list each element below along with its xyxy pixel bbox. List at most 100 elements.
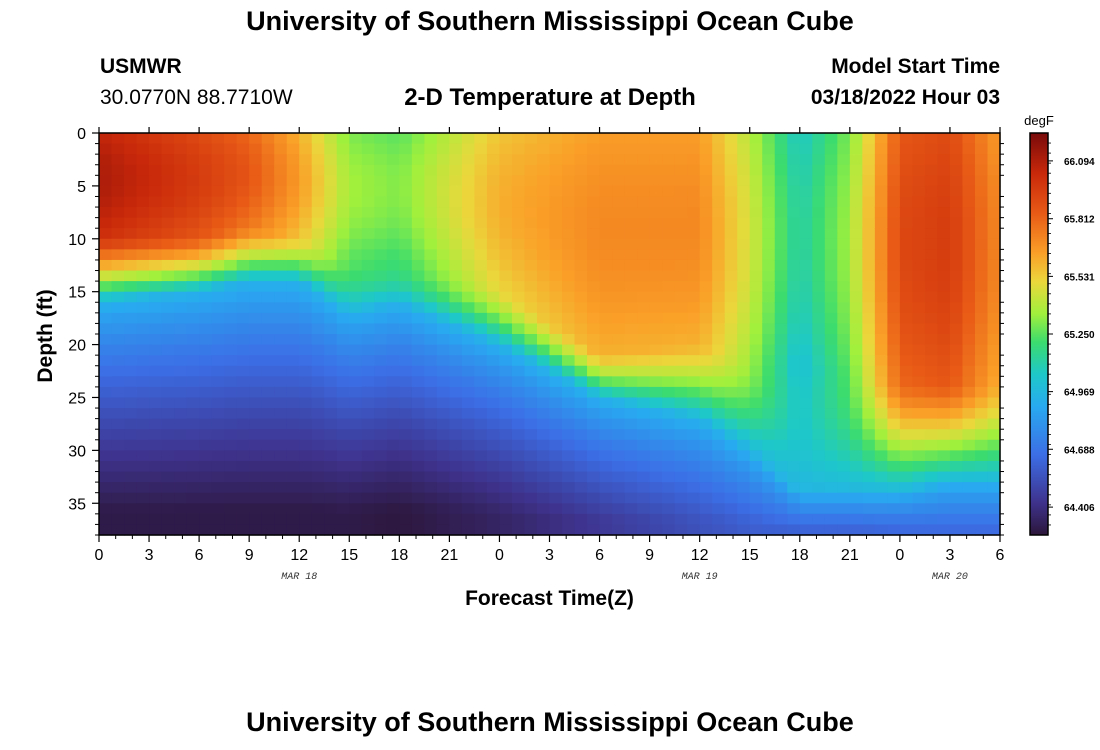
heatmap-cell xyxy=(99,217,113,229)
heatmap-cell xyxy=(737,154,751,166)
heatmap-cell xyxy=(211,450,225,462)
heatmap-cell xyxy=(749,207,763,219)
heatmap-cell xyxy=(524,503,538,515)
heatmap-cell xyxy=(436,397,450,409)
heatmap-cell xyxy=(612,185,626,198)
heatmap-cell xyxy=(674,249,688,261)
heatmap-cell xyxy=(862,365,876,377)
heatmap-cell xyxy=(874,291,888,303)
heatmap-cell xyxy=(724,249,738,261)
heatmap-cell xyxy=(499,259,513,272)
heatmap-cell xyxy=(511,249,526,261)
heatmap-cell xyxy=(837,450,851,462)
heatmap-cell xyxy=(261,386,275,399)
heatmap-cell xyxy=(974,355,989,367)
heatmap-cell xyxy=(599,164,613,176)
heatmap-cell xyxy=(336,217,350,229)
heatmap-cell xyxy=(324,154,338,166)
heatmap-cell xyxy=(186,334,200,346)
heatmap-cell xyxy=(787,408,801,420)
heatmap-cell xyxy=(511,143,526,155)
heatmap-cell xyxy=(411,460,425,473)
heatmap-cell xyxy=(987,334,1001,346)
heatmap-cell xyxy=(949,259,964,272)
heatmap-cell xyxy=(449,185,463,198)
heatmap-cell xyxy=(349,175,363,187)
heatmap-cell xyxy=(274,503,288,515)
heatmap-cell xyxy=(949,513,964,526)
heatmap-cell xyxy=(874,450,888,462)
heatmap-cell xyxy=(261,482,275,494)
heatmap-cell xyxy=(549,471,563,483)
heatmap-cell xyxy=(774,334,788,346)
heatmap-cell xyxy=(324,460,338,473)
heatmap-cell xyxy=(474,238,488,250)
heatmap-cell xyxy=(699,408,713,420)
heatmap-cell xyxy=(486,408,501,420)
heatmap-cell xyxy=(912,365,926,377)
heatmap-cell xyxy=(987,207,1001,219)
heatmap-cell xyxy=(236,482,250,494)
heatmap-cell xyxy=(649,482,663,494)
heatmap-cell xyxy=(774,217,788,229)
heatmap-cell xyxy=(236,291,250,303)
heatmap-cell xyxy=(837,270,851,282)
heatmap-cell xyxy=(949,460,964,473)
heatmap-cell xyxy=(687,312,701,325)
heatmap-cell xyxy=(486,249,501,261)
heatmap-cell xyxy=(974,376,989,388)
heatmap-cell xyxy=(311,175,325,187)
heatmap-cell xyxy=(311,482,325,494)
heatmap-cell xyxy=(699,344,713,356)
colorbar: degF 64.40664.68864.96965.25065.53165.81… xyxy=(1024,113,1095,536)
heatmap-cell xyxy=(562,259,576,272)
heatmap-cell xyxy=(562,365,576,377)
heatmap-cell xyxy=(687,460,701,473)
heatmap-cell xyxy=(324,482,338,494)
heatmap-cell xyxy=(486,164,501,176)
heatmap-cell xyxy=(987,228,1001,240)
heatmap-cell xyxy=(211,365,225,377)
heatmap-cell xyxy=(549,365,563,377)
heatmap-cell xyxy=(361,513,375,526)
heatmap-cell xyxy=(324,365,338,377)
heatmap-cell xyxy=(211,471,225,483)
heatmap-cell xyxy=(374,439,388,451)
heatmap-cell xyxy=(324,249,338,261)
heatmap-cell xyxy=(749,196,763,208)
heatmap-cell xyxy=(949,228,964,240)
heatmap-cell xyxy=(236,376,250,388)
heatmap-cell xyxy=(174,503,188,515)
heatmap-cell xyxy=(749,238,763,250)
heatmap-cell xyxy=(99,164,113,176)
heatmap-cell xyxy=(174,302,188,314)
heatmap-cell xyxy=(399,450,413,462)
heatmap-cell xyxy=(799,207,813,219)
heatmap-cell xyxy=(624,492,638,504)
heatmap-cell xyxy=(449,429,463,441)
heatmap-cell xyxy=(612,355,626,367)
heatmap-cell xyxy=(411,175,425,187)
heatmap-cell xyxy=(99,291,113,303)
heatmap-cell xyxy=(261,408,275,420)
heatmap-cell xyxy=(974,334,989,346)
heatmap-cell xyxy=(474,450,488,462)
heatmap-cell xyxy=(862,376,876,388)
heatmap-cell xyxy=(349,259,363,272)
heatmap-cell xyxy=(436,365,450,377)
heatmap-cell xyxy=(449,259,463,272)
heatmap-cell xyxy=(524,482,538,494)
heatmap-cell xyxy=(436,164,450,176)
heatmap-cell xyxy=(274,429,288,441)
heatmap-cell xyxy=(874,460,888,473)
heatmap-cell xyxy=(324,312,338,325)
heatmap-cell xyxy=(949,217,964,229)
heatmap-cell xyxy=(574,185,588,198)
heatmap-cell xyxy=(324,344,338,356)
heatmap-cell xyxy=(837,312,851,325)
y-tick-label: 15 xyxy=(68,285,86,302)
heatmap-cell xyxy=(386,249,400,261)
heatmap-cell xyxy=(837,143,851,155)
heatmap-cell xyxy=(887,460,901,473)
heatmap-cell xyxy=(549,302,563,314)
